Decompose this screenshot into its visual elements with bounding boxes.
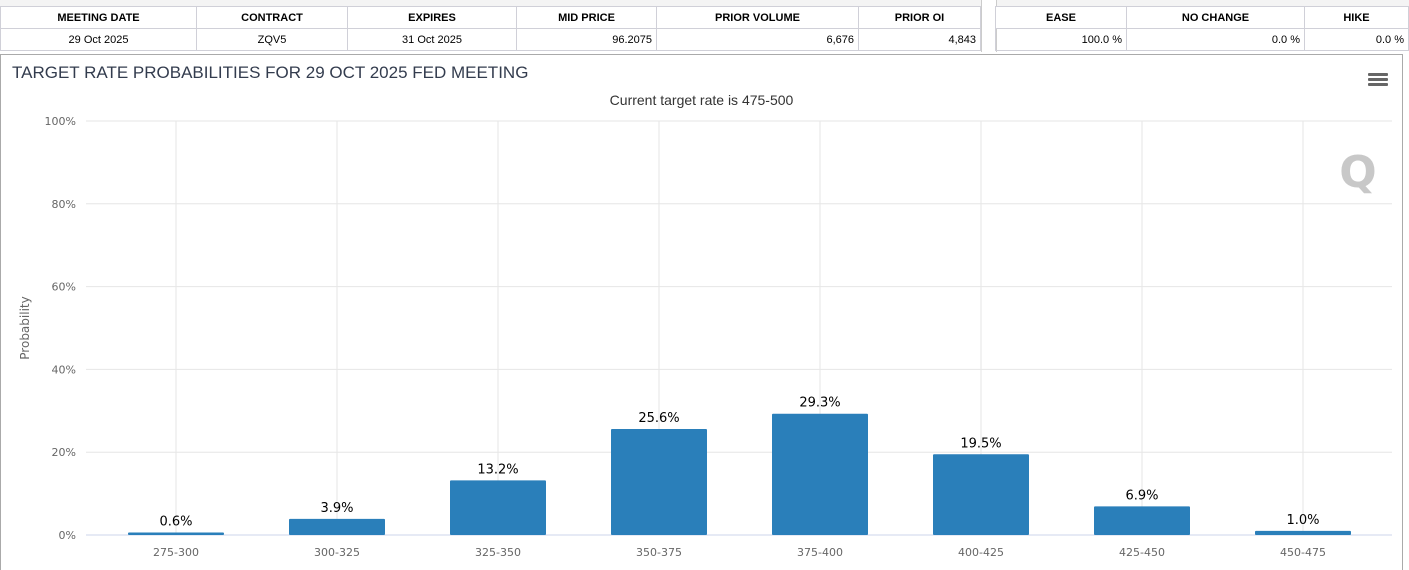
data-label: 29.3% — [799, 396, 840, 411]
no-change-value: 0.0 % — [1126, 28, 1305, 51]
bar-425-450 — [1094, 506, 1190, 535]
chart-title: TARGET RATE PROBABILITIES FOR 29 OCT 202… — [12, 63, 529, 82]
col-mid-price: MID PRICE — [516, 6, 657, 29]
hike-value: 0.0 % — [1304, 28, 1409, 51]
col-ease: EASE — [995, 6, 1127, 29]
data-label: 3.9% — [320, 501, 353, 516]
y-tick-label: 0% — [59, 529, 76, 542]
ease-value: 100.0 % — [995, 28, 1127, 51]
bar-325-350 — [450, 480, 546, 535]
prior-volume: 6,676 — [656, 28, 859, 51]
bar-375-400 — [772, 413, 868, 535]
mid-price: 96.2075 — [516, 28, 657, 51]
y-tick-label: 100% — [45, 115, 76, 128]
x-tick-label: 400-425 — [958, 546, 1004, 559]
meeting-date: 29 Oct 2025 — [0, 28, 197, 51]
col-prior-volume: PRIOR VOLUME — [656, 6, 859, 29]
bar-400-425 — [933, 454, 1029, 535]
bar-300-325 — [289, 518, 385, 535]
bar-275-300 — [128, 532, 224, 535]
y-tick-label: 80% — [52, 198, 76, 211]
col-hike: HIKE — [1304, 6, 1409, 29]
bar-350-375 — [611, 429, 707, 535]
x-tick-label: 300-325 — [314, 546, 360, 559]
table-row: 100.0 % 0.0 % 0.0 % — [995, 28, 1409, 51]
x-tick-label: 325-350 — [475, 546, 521, 559]
table-row: 29 Oct 2025 ZQV5 31 Oct 2025 96.2075 6,6… — [0, 28, 981, 51]
data-label: 13.2% — [477, 462, 518, 477]
bar-chart: 0% 20% 40% 60% 80% 100% Probability Q 0.6% 275-30… — [18, 115, 1392, 559]
contract: ZQV5 — [196, 28, 348, 51]
data-label: 19.5% — [960, 436, 1001, 451]
y-tick-label: 20% — [52, 446, 76, 459]
data-label: 1.0% — [1286, 513, 1319, 528]
probability-table: EASE NO CHANGE HIKE 100.0 % 0.0 % 0.0 % — [995, 6, 1409, 51]
col-expires: EXPIRES — [347, 6, 517, 29]
x-tick-label: 350-375 — [636, 546, 682, 559]
y-tick-label: 40% — [52, 363, 76, 376]
chart-panel: TARGET RATE PROBABILITIES FOR 29 OCT 202… — [0, 54, 1403, 570]
prior-oi: 4,843 — [858, 28, 981, 51]
bar-450-475 — [1255, 530, 1351, 535]
x-tick-label: 450-475 — [1280, 546, 1326, 559]
expires: 31 Oct 2025 — [347, 28, 517, 51]
x-tick-label: 375-400 — [797, 546, 843, 559]
y-axis-label: Probability — [18, 296, 32, 359]
table-header-row: EASE NO CHANGE HIKE — [995, 6, 1409, 29]
y-tick-label: 60% — [52, 281, 76, 294]
x-tick-label: 425-450 — [1119, 546, 1165, 559]
watermark-q-logo: Q — [1339, 147, 1376, 198]
col-no-change: NO CHANGE — [1126, 6, 1305, 29]
data-label: 25.6% — [638, 411, 679, 426]
data-label: 0.6% — [159, 515, 192, 530]
hamburger-icon[interactable] — [1368, 73, 1388, 88]
table-header-row: MEETING DATE CONTRACT EXPIRES MID PRICE … — [0, 6, 981, 29]
chart-subtitle: Current target rate is 475-500 — [609, 92, 794, 108]
data-label: 6.9% — [1125, 488, 1158, 503]
x-tick-label: 275-300 — [153, 546, 199, 559]
col-prior-oi: PRIOR OI — [858, 6, 981, 29]
col-contract: CONTRACT — [196, 6, 348, 29]
col-meeting-date: MEETING DATE — [0, 6, 197, 29]
contract-table: MEETING DATE CONTRACT EXPIRES MID PRICE … — [0, 6, 981, 51]
